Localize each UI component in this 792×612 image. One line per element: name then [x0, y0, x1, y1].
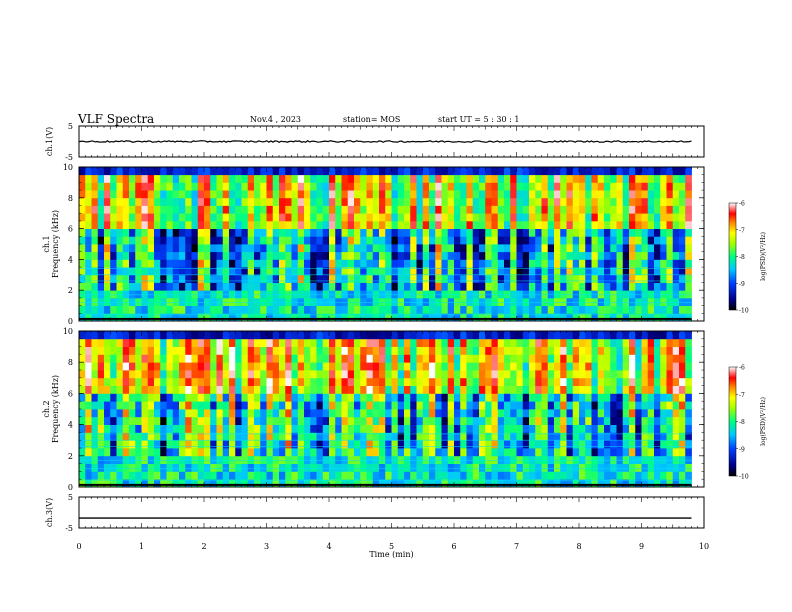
ylabel-ch3-waveform: ch.3(V) — [45, 498, 54, 527]
ytick-label: 0 — [68, 317, 73, 326]
ytick-label: 6 — [68, 389, 73, 398]
ylabel-freq-ch2-spectrogram: Frequency (kHz) — [51, 375, 60, 443]
station-label: station= MOS — [343, 115, 401, 124]
start-ut-label: start UT = 5 : 30 : 1 — [438, 115, 520, 124]
date-label: Nov.4 , 2023 — [250, 115, 302, 124]
colorbar-tick-label: -6 — [739, 365, 745, 372]
ylabel-channel-ch1-spectrogram: ch.1 — [42, 235, 51, 252]
xtick-label: 10 — [699, 542, 709, 551]
colorbar-tick-label: -10 — [739, 308, 749, 315]
ylabel-channel-ch2-spectrogram: ch.2 — [42, 400, 51, 417]
xtick-label: 6 — [451, 542, 456, 551]
colorbar-tick-label: -8 — [739, 419, 745, 426]
colorbar-tick-label: -10 — [739, 474, 749, 481]
spectrogram-ch2-spectrogram — [79, 331, 692, 488]
xtick-label: 1 — [139, 542, 144, 551]
ytick-label: 5 — [68, 493, 73, 502]
colorbar-ch1-spectrogram — [728, 202, 737, 311]
xtick-label: 5 — [389, 542, 394, 551]
ytick-label: 5 — [68, 122, 73, 131]
colorbar-tick-label: -8 — [739, 254, 745, 261]
colorbar-tick-label: -9 — [739, 281, 745, 288]
spectrogram-ch1-spectrogram — [79, 167, 692, 322]
ytick-label: 10 — [63, 163, 73, 172]
colorbar-label-ch2-spectrogram: log(PSD)(V²/Hz) — [760, 397, 767, 446]
ytick-label: 0 — [68, 483, 73, 492]
ytick-label: 10 — [63, 327, 73, 336]
ytick-label: 4 — [68, 421, 73, 430]
ylabel-freq-ch1-spectrogram: Frequency (kHz) — [51, 210, 60, 278]
ylabel-ch1-waveform: ch.1(V) — [45, 127, 54, 156]
ytick-label: 4 — [68, 255, 73, 264]
xtick-label: 2 — [201, 542, 206, 551]
xaxis-label: Time (min) — [369, 550, 413, 559]
xtick-label: 0 — [76, 542, 81, 551]
xtick-label: 4 — [326, 542, 331, 551]
ytick-label: -5 — [65, 153, 73, 162]
ytick-label: 2 — [68, 452, 73, 461]
colorbar-label-ch1-spectrogram: log(PSD)(V²/Hz) — [760, 232, 767, 281]
colorbar-tick-label: -7 — [739, 227, 745, 234]
ytick-label: 6 — [68, 225, 73, 234]
colorbar-ch2-spectrogram — [728, 366, 737, 477]
xtick-label: 9 — [639, 542, 644, 551]
colorbar-tick-label: -7 — [739, 392, 745, 399]
waveform-line-ch1-waveform — [78, 140, 692, 143]
plot-title: VLF Spectra — [78, 112, 155, 126]
ytick-label: 8 — [68, 194, 73, 203]
ytick-label: 2 — [68, 286, 73, 295]
colorbar-tick-label: -6 — [739, 201, 745, 208]
xtick-label: 3 — [264, 542, 269, 551]
xtick-label: 8 — [576, 542, 581, 551]
ytick-label: -5 — [65, 524, 73, 533]
ytick-label: 8 — [68, 358, 73, 367]
xtick-label: 7 — [514, 542, 519, 551]
colorbar-tick-label: -9 — [739, 446, 745, 453]
